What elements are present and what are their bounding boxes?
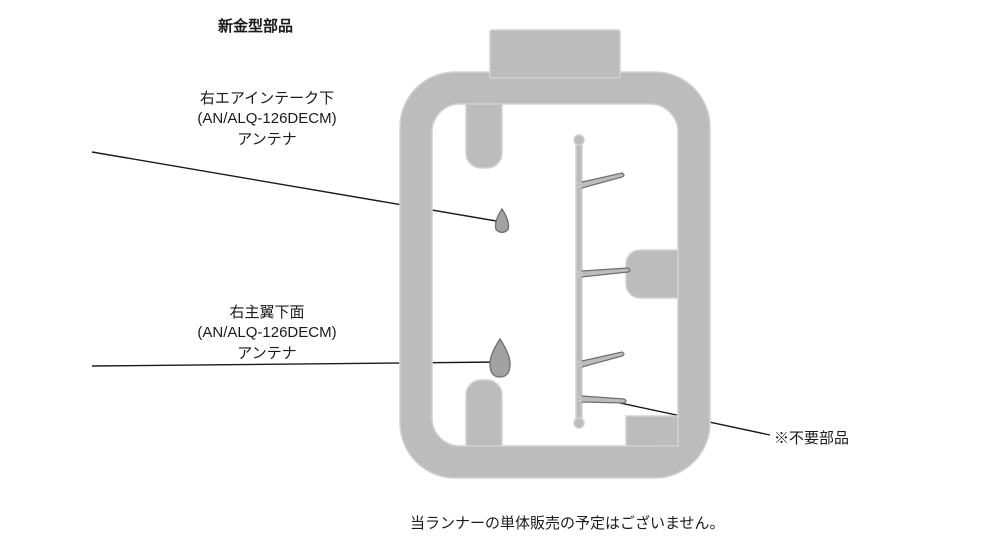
- label2-line1: 右主翼下面: [229, 304, 304, 321]
- blade-gate-2: [576, 362, 582, 366]
- footnote-no-separate-sale: 当ランナーの単体販売の予定はございません。: [410, 512, 725, 533]
- label1-line3: アンテナ: [237, 131, 296, 148]
- sprue-cap-0: [574, 135, 584, 145]
- antenna-part-2: [490, 339, 510, 377]
- runner-stub-1: [466, 380, 502, 446]
- runner-tab: [490, 30, 620, 78]
- label1-line1: 右エアインテーク下: [200, 90, 334, 107]
- label-unneeded-parts: ※不要部品: [774, 427, 849, 448]
- label-right-wing-underside-antenna: 右主翼下面 (AN/ALQ-126DECM) アンテナ: [152, 303, 382, 364]
- blade-gate-0: [576, 183, 582, 187]
- blade-part-3: [582, 396, 626, 403]
- label1-line2: (AN/ALQ-126DECM): [197, 110, 336, 127]
- center-sprue: [576, 140, 582, 423]
- blade-part-0: [582, 173, 624, 188]
- diagram-stage: 新金型部品 右エアインテーク下 (AN/ALQ-126DECM) アンテナ 右主…: [0, 0, 1000, 547]
- runner-stub-0: [466, 104, 502, 168]
- blade-part-2: [582, 352, 624, 367]
- label2-line2: (AN/ALQ-126DECM): [197, 324, 336, 341]
- label-right-air-intake-antenna: 右エアインテーク下 (AN/ALQ-126DECM) アンテナ: [152, 89, 382, 150]
- label2-line3: アンテナ: [237, 345, 296, 362]
- runner-sprue-diagram: [400, 30, 710, 485]
- blade-part-1: [582, 268, 630, 277]
- sprue-cap-1: [574, 418, 584, 428]
- runner-stub-2: [626, 250, 678, 298]
- blade-gate-3: [576, 397, 582, 401]
- heading-new-mold-parts: 新金型部品: [218, 15, 293, 36]
- runner-stub-3: [626, 416, 678, 446]
- blade-gate-1: [576, 272, 582, 276]
- antenna-part-1: [495, 209, 508, 232]
